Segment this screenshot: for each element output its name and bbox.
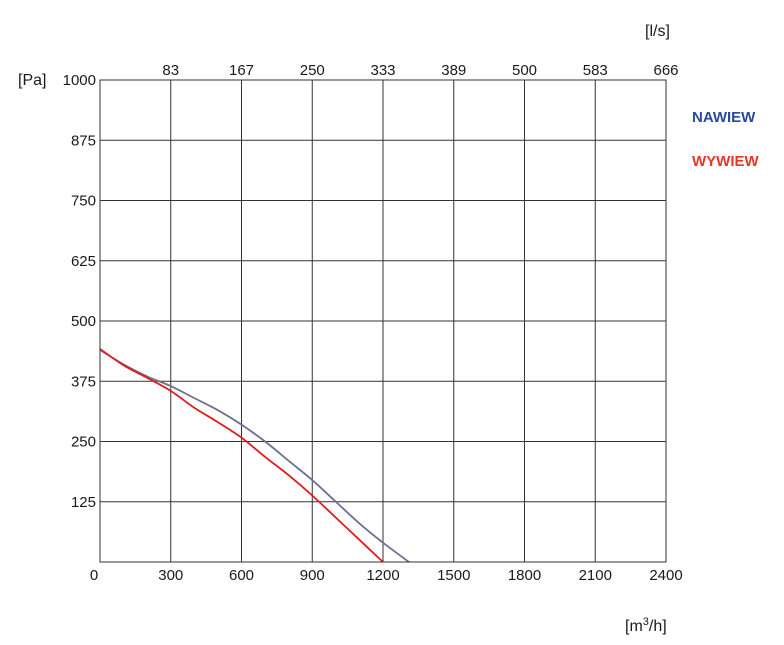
- legend-item-nawiew: NAWIEW: [692, 109, 756, 126]
- x-tick-label-top: 500: [512, 62, 537, 79]
- x-tick-label-bottom: 1500: [437, 567, 470, 584]
- x-tick-label-top: 83: [162, 62, 179, 79]
- x-tick-label-top: 389: [441, 62, 466, 79]
- bottom-x-axis-unit-base: [m: [625, 618, 643, 635]
- y-tick-label: 1000: [63, 72, 96, 89]
- bottom-x-axis-unit-superscript: 3: [643, 616, 649, 628]
- y-tick-label: 375: [71, 373, 96, 390]
- x-tick-label-bottom: 600: [229, 567, 254, 584]
- x-tick-label-bottom: 2400: [649, 567, 682, 584]
- y-tick-label: 125: [71, 494, 96, 511]
- series-line-wywiew: [99, 348, 384, 563]
- y-tick-label: 625: [71, 253, 96, 270]
- plot-border: [99, 79, 667, 563]
- x-tick-label-bottom: 1800: [508, 567, 541, 584]
- bottom-x-axis-unit-tail: /h]: [649, 618, 667, 635]
- x-tick-label-bottom: 2100: [579, 567, 612, 584]
- x-tick-label-top: 666: [653, 62, 678, 79]
- x-tick-label-top: 333: [370, 62, 395, 79]
- series-lines: [99, 348, 410, 563]
- y-tick-label: 875: [71, 132, 96, 149]
- x-tick-label-top: 167: [229, 62, 254, 79]
- y-tick-label: 250: [71, 434, 96, 451]
- plot-frame: [99, 79, 667, 563]
- y-tick-label: 500: [71, 313, 96, 330]
- x-tick-label-bottom: 0: [90, 567, 98, 584]
- y-tick-label: 750: [71, 193, 96, 210]
- series-line-nawiew: [99, 349, 410, 563]
- x-tick-label-top: 250: [300, 62, 325, 79]
- x-tick-label-bottom: 300: [158, 567, 183, 584]
- x-tick-label-bottom: 900: [300, 567, 325, 584]
- x-tick-label-top: 583: [583, 62, 608, 79]
- tick-labels: 0 300 600 900 1200 1500 1800 2100 2400 83 167 250 33…: [63, 62, 683, 584]
- legend-item-wywiew: WYWIEW: [692, 153, 759, 170]
- y-axis-unit: [Pa]: [18, 72, 46, 89]
- bottom-x-axis-unit: [m3/h]: [625, 616, 667, 635]
- top-x-axis-unit: [l/s]: [645, 23, 670, 40]
- x-tick-label-bottom: 1200: [366, 567, 399, 584]
- grid: [100, 80, 666, 562]
